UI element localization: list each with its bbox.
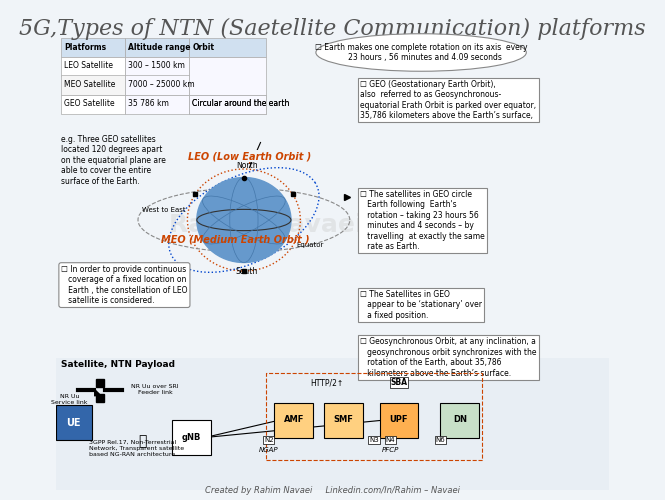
FancyBboxPatch shape [125,76,188,94]
Text: Created by Rahim Navaei     Linkedin.com/In/Rahim – Navaei: Created by Rahim Navaei Linkedin.com/In/… [205,486,460,495]
Text: LEO Satellite: LEO Satellite [65,62,113,70]
Text: N4: N4 [386,437,396,443]
FancyBboxPatch shape [440,402,479,438]
Text: ☐ GEO (Geostationary Earth Orbit),
also  referred to as Geosynchronous-
equatori: ☐ GEO (Geostationary Earth Orbit), also … [360,80,536,120]
Text: PFCP: PFCP [382,448,399,454]
Text: SBA: SBA [390,378,408,387]
FancyBboxPatch shape [125,56,188,76]
Text: Equator: Equator [297,242,324,248]
Circle shape [197,178,291,262]
Text: N3: N3 [369,437,379,443]
Text: HTTP/2↑: HTTP/2↑ [311,378,344,387]
FancyBboxPatch shape [56,358,609,490]
Text: ☐ In order to provide continuous
   coverage of a fixed location on
   Earth , t: ☐ In order to provide continuous coverag… [61,265,188,305]
Text: 35 786 km: 35 786 km [128,100,169,108]
Text: Platforms: Platforms [65,42,106,51]
Text: Circular around the earth: Circular around the earth [192,100,290,108]
Text: South: South [235,268,258,276]
Text: GEO Satellite: GEO Satellite [65,100,115,108]
Text: N6: N6 [436,437,446,443]
Text: 3GPP Rel.17, Non-Terrestrial
Network, Transparent satellite
based NG-RAN archite: 3GPP Rel.17, Non-Terrestrial Network, Tr… [89,440,184,456]
FancyBboxPatch shape [188,38,266,56]
Text: Satellite, NTN Payload: Satellite, NTN Payload [61,360,175,369]
FancyBboxPatch shape [61,38,125,56]
FancyBboxPatch shape [56,405,92,440]
Text: 5G,Types of NTN (Saetellite Communication) platforms: 5G,Types of NTN (Saetellite Communicatio… [19,18,646,40]
FancyBboxPatch shape [188,56,266,94]
Text: ◣: ◣ [94,387,103,397]
FancyBboxPatch shape [61,56,125,76]
Text: NR Uu over SRI
Feeder link: NR Uu over SRI Feeder link [132,384,179,395]
Text: NGAP: NGAP [259,448,279,454]
Text: AMF: AMF [283,416,304,424]
Text: gNB: gNB [182,433,201,442]
FancyBboxPatch shape [188,94,266,114]
Text: UE: UE [66,418,81,428]
FancyBboxPatch shape [61,76,125,94]
Text: Rahim Navaei: Rahim Navaei [169,213,363,237]
FancyBboxPatch shape [188,94,266,114]
Text: North: North [236,161,257,170]
Text: ☐ Geosynchronous Orbit, at any inclination, a
   geosynchronous orbit synchroniz: ☐ Geosynchronous Orbit, at any inclinati… [360,338,537,378]
Text: Orbit: Orbit [192,42,214,51]
Text: LEO (Low Earth Orbit ): LEO (Low Earth Orbit ) [188,152,311,162]
FancyBboxPatch shape [61,94,125,114]
Text: 📡: 📡 [139,434,147,448]
Text: Altitude range: Altitude range [128,42,191,51]
Text: UPF: UPF [390,416,408,424]
Text: ☐ Earth makes one complete rotation on its axis  every
   23 hours , 56 minutes : ☐ Earth makes one complete rotation on i… [315,43,527,62]
Text: 7000 – 25000 km: 7000 – 25000 km [128,80,195,90]
FancyBboxPatch shape [125,94,188,114]
FancyBboxPatch shape [325,402,363,438]
Text: ☐ The satellites in GEO circle
   Earth following  Earth's
   rotation – taking : ☐ The satellites in GEO circle Earth fol… [360,190,485,251]
Text: West to East: West to East [142,207,186,213]
Ellipse shape [316,34,526,71]
Text: MEO Satellite: MEO Satellite [65,80,116,90]
FancyBboxPatch shape [380,402,418,438]
FancyBboxPatch shape [125,38,188,56]
Text: Circular around the earth: Circular around the earth [192,100,290,108]
Text: DN: DN [453,416,467,424]
Text: ☐ The Satellites in GEO
   appear to be ‘stationary’ over
   a fixed position.: ☐ The Satellites in GEO appear to be ‘st… [360,290,482,320]
Text: SMF: SMF [334,416,354,424]
Text: NR Uu
Service link: NR Uu Service link [51,394,88,405]
Text: 300 – 1500 km: 300 – 1500 km [128,62,185,70]
FancyBboxPatch shape [172,420,211,455]
Text: e.g. Three GEO satellites
located 120 degrees apart
on the equatorial plane are
: e.g. Three GEO satellites located 120 de… [61,135,166,186]
FancyBboxPatch shape [275,402,313,438]
Text: N2: N2 [264,437,273,443]
Text: MEO (Medium Earth Orbit ): MEO (Medium Earth Orbit ) [161,235,309,245]
